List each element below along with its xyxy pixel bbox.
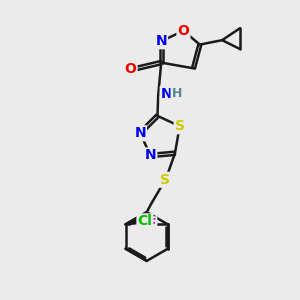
Text: S: S [160,173,170,187]
Text: N: N [155,34,167,48]
Text: S: S [175,119,185,133]
Text: N: N [145,148,156,163]
Text: H: H [172,87,182,100]
Text: O: O [178,24,189,38]
Text: N: N [161,87,172,101]
Text: F: F [147,218,156,231]
Text: Cl: Cl [137,214,152,228]
Text: N: N [134,126,146,140]
Text: O: O [124,61,136,76]
